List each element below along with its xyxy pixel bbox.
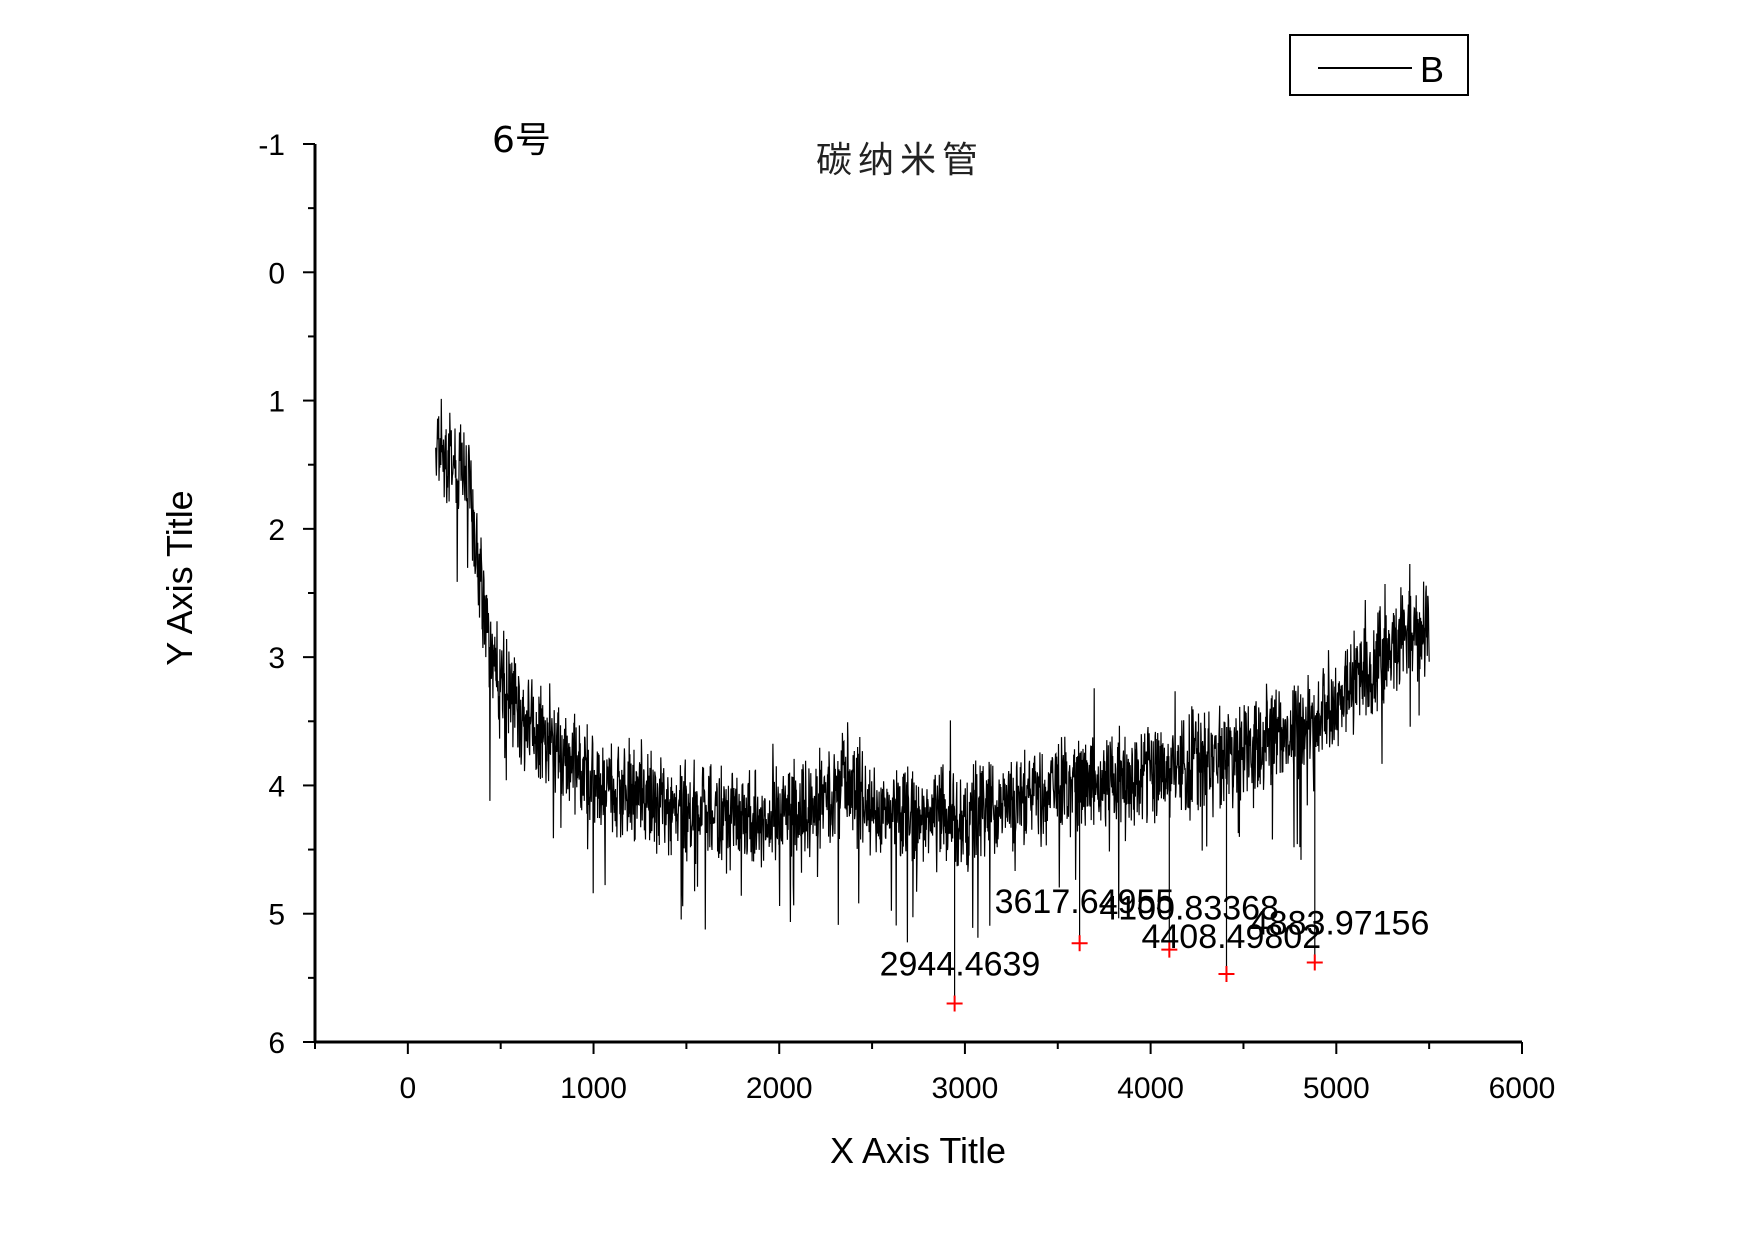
x-tick-label: 0 (400, 1072, 417, 1105)
peak-label: 3617.64955 (995, 883, 1175, 921)
legend-box (1289, 34, 1469, 96)
x-tick-label: 4000 (1117, 1072, 1184, 1105)
y-tick-label: 6 (268, 1027, 285, 1060)
peak-label: 4883.97156 (1250, 904, 1430, 942)
peak-annotations: 2944.4639 3617.649554100.833684408.498024… (880, 883, 1430, 983)
legend: B (1289, 34, 1469, 96)
sample-label: 6号 (492, 120, 551, 161)
peak-markers (946, 935, 1323, 1012)
y-tick-label: 4 (268, 770, 285, 803)
x-tick-label: 3000 (932, 1072, 999, 1105)
y-tick-label: 2 (268, 514, 285, 547)
x-axis-title: X Axis Title (830, 1130, 1006, 1171)
x-tick-label: 1000 (560, 1072, 627, 1105)
peak-label: 4100.83368 (1099, 890, 1279, 928)
legend-label: B (1420, 49, 1444, 90)
ticks (303, 143, 1523, 1054)
y-tick-label: 0 (268, 257, 285, 290)
x-tick-label: 2000 (746, 1072, 813, 1105)
x-tick-label: 6000 (1489, 1072, 1556, 1105)
chart-title: 碳纳米管 (816, 140, 984, 181)
y-tick-label: -1 (258, 129, 285, 162)
peak-label: 4408.49802 (1141, 918, 1321, 956)
y-tick-label: 1 (268, 386, 285, 419)
y-axis-title: Y Axis Title (159, 490, 200, 665)
x-tick-labels: 0 1000 2000 3000 4000 5000 6000 (400, 1072, 1556, 1105)
series-line-b (435, 398, 1430, 1004)
y-tick-label: 5 (268, 899, 285, 932)
peak-label: 2944.4639 (880, 946, 1041, 984)
x-tick-label: 5000 (1303, 1072, 1370, 1105)
y-tick-labels: -1 0 1 2 3 4 5 6 (258, 129, 285, 1060)
y-tick-label: 3 (268, 642, 285, 675)
